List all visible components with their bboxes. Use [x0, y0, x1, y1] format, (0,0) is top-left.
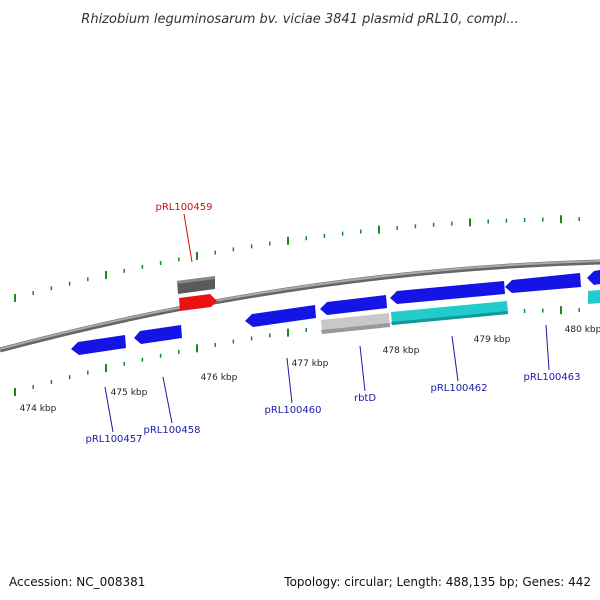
plasmid-backbone	[0, 259, 600, 353]
plasmid-backbone-highlight	[0, 260, 600, 350]
gene-pRL100460[interactable]	[245, 305, 316, 327]
gene-track	[71, 270, 600, 355]
gene-rbtD-shadow	[321, 323, 390, 334]
label-pRL100460: pRL100460	[264, 405, 321, 416]
scale-label-479: 479 kbp	[474, 335, 511, 345]
scale-label-477: 477 kbp	[292, 359, 329, 369]
scale-label-478: 478 kbp	[383, 346, 420, 356]
gene-cyan-edge[interactable]	[588, 290, 600, 304]
topology-text: Topology: circular; Length: 488,135 bp; …	[283, 575, 591, 589]
scale-label-480: 480 kbp	[565, 325, 600, 335]
accession-text: Accession: NC_008381	[9, 575, 145, 589]
label-pRL100458: pRL100458	[143, 425, 200, 436]
gene-pRL100458[interactable]	[134, 325, 182, 344]
map-title: Rhizobium leguminosarum bv. viciae 3841 …	[81, 12, 518, 27]
label-pRL100463: pRL100463	[523, 372, 580, 383]
label-pRL100459: pRL100459	[155, 202, 212, 213]
label-leaders	[104, 213, 550, 433]
scale-label-476: 476 kbp	[201, 373, 238, 383]
gene-blue-6[interactable]	[505, 273, 581, 293]
scale-label-474: 474 kbp	[20, 404, 57, 414]
scale-label-475: 475 kbp	[111, 388, 148, 398]
gene-red[interactable]	[179, 294, 217, 311]
gene-pRL100462-shadow	[391, 311, 508, 325]
gene-blue-4[interactable]	[320, 295, 387, 315]
gene-pRL100462[interactable]	[391, 301, 508, 325]
gene-pRL100457[interactable]	[71, 335, 126, 355]
gene-blue-5[interactable]	[390, 281, 505, 304]
label-pRL100462: pRL100462	[430, 383, 487, 394]
label-pRL100457: pRL100457	[85, 434, 142, 445]
gene-blue-7[interactable]	[587, 270, 600, 285]
tick-marks	[14, 215, 580, 396]
label-rbtD: rbtD	[354, 393, 376, 404]
gene-gray-dark-highlight	[177, 276, 215, 284]
